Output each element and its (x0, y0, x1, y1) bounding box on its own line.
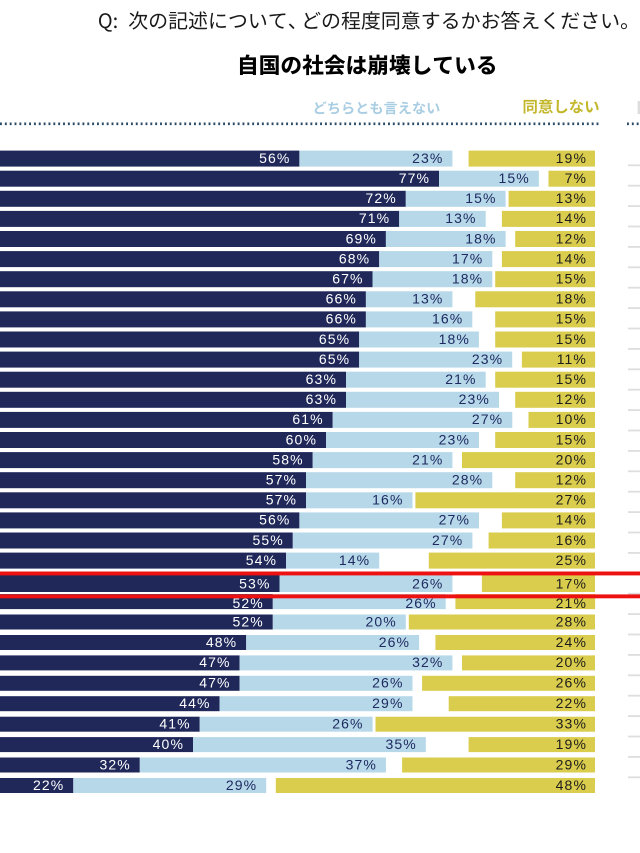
svg-text:27%: 27% (439, 512, 470, 528)
svg-text:28%: 28% (452, 472, 483, 488)
svg-text:13%: 13% (445, 210, 476, 226)
svg-text:61%: 61% (292, 411, 323, 427)
svg-text:53%: 53% (239, 575, 270, 591)
svg-text:26%: 26% (412, 575, 443, 591)
svg-text:14%: 14% (556, 512, 587, 528)
svg-text:18%: 18% (465, 230, 496, 246)
svg-text:25%: 25% (556, 552, 587, 568)
svg-text:28%: 28% (556, 613, 587, 629)
svg-text:21%: 21% (556, 595, 587, 611)
svg-text:66%: 66% (326, 291, 357, 307)
svg-text:12%: 12% (556, 230, 587, 246)
svg-text:18%: 18% (452, 271, 483, 287)
svg-text:26%: 26% (379, 634, 410, 650)
svg-text:63%: 63% (306, 371, 337, 387)
svg-text:32%: 32% (99, 756, 130, 772)
svg-text:37%: 37% (346, 756, 377, 772)
svg-text:72%: 72% (365, 190, 396, 206)
svg-text:47%: 47% (199, 654, 230, 670)
svg-text:20%: 20% (365, 613, 396, 629)
svg-text:15%: 15% (556, 311, 587, 327)
svg-text:19%: 19% (556, 736, 587, 752)
svg-text:15%: 15% (556, 271, 587, 287)
svg-text:21%: 21% (412, 451, 443, 467)
svg-text:47%: 47% (199, 675, 230, 691)
svg-text:48%: 48% (556, 777, 587, 793)
svg-text:22%: 22% (556, 695, 587, 711)
svg-text:14%: 14% (556, 250, 587, 266)
svg-text:29%: 29% (372, 695, 403, 711)
svg-text:65%: 65% (319, 351, 350, 367)
svg-text:15%: 15% (498, 170, 529, 186)
svg-text:26%: 26% (556, 675, 587, 691)
svg-text:56%: 56% (259, 512, 290, 528)
svg-text:12%: 12% (556, 391, 587, 407)
svg-text:15%: 15% (556, 431, 587, 447)
svg-text:13%: 13% (556, 190, 587, 206)
svg-text:16%: 16% (432, 311, 463, 327)
svg-text:69%: 69% (346, 230, 377, 246)
svg-text:65%: 65% (319, 331, 350, 347)
svg-text:7%: 7% (565, 170, 587, 186)
svg-text:20%: 20% (556, 654, 587, 670)
svg-text:26%: 26% (372, 675, 403, 691)
svg-text:54%: 54% (246, 552, 277, 568)
svg-text:26%: 26% (405, 595, 436, 611)
svg-text:11%: 11% (557, 351, 587, 367)
svg-text:21%: 21% (445, 371, 476, 387)
svg-text:57%: 57% (266, 472, 297, 488)
svg-text:29%: 29% (556, 756, 587, 772)
svg-text:16%: 16% (372, 492, 403, 508)
svg-text:71%: 71% (359, 210, 390, 226)
svg-text:52%: 52% (232, 613, 263, 629)
svg-text:16%: 16% (556, 532, 587, 548)
svg-text:26%: 26% (332, 716, 363, 732)
svg-text:15%: 15% (556, 331, 587, 347)
svg-text:23%: 23% (472, 351, 503, 367)
svg-text:40%: 40% (153, 736, 184, 752)
svg-text:10%: 10% (556, 411, 587, 427)
svg-text:57%: 57% (266, 492, 297, 508)
svg-text:14%: 14% (339, 552, 370, 568)
svg-text:15%: 15% (556, 371, 587, 387)
svg-text:29%: 29% (226, 777, 257, 793)
svg-text:17%: 17% (556, 575, 587, 591)
svg-text:68%: 68% (339, 250, 370, 266)
svg-text:13%: 13% (412, 291, 443, 307)
svg-text:52%: 52% (232, 595, 263, 611)
svg-text:20%: 20% (556, 451, 587, 467)
svg-text:41%: 41% (159, 716, 190, 732)
svg-text:60%: 60% (286, 431, 317, 447)
svg-text:33%: 33% (556, 716, 587, 732)
svg-text:55%: 55% (252, 532, 283, 548)
svg-text:63%: 63% (306, 391, 337, 407)
svg-text:19%: 19% (556, 150, 587, 166)
svg-text:18%: 18% (556, 291, 587, 307)
svg-text:48%: 48% (206, 634, 237, 650)
svg-text:77%: 77% (399, 170, 430, 186)
svg-text:67%: 67% (332, 271, 363, 287)
svg-text:58%: 58% (272, 451, 303, 467)
svg-text:27%: 27% (432, 532, 463, 548)
svg-text:27%: 27% (556, 492, 587, 508)
svg-text:24%: 24% (556, 634, 587, 650)
svg-text:32%: 32% (412, 654, 443, 670)
svg-text:35%: 35% (385, 736, 416, 752)
svg-text:66%: 66% (326, 311, 357, 327)
svg-text:23%: 23% (412, 150, 443, 166)
svg-text:22%: 22% (33, 777, 64, 793)
svg-text:12%: 12% (556, 472, 587, 488)
svg-text:27%: 27% (472, 411, 503, 427)
svg-text:18%: 18% (439, 331, 470, 347)
svg-text:23%: 23% (439, 431, 470, 447)
svg-text:15%: 15% (465, 190, 496, 206)
svg-text:44%: 44% (179, 695, 210, 711)
svg-text:17%: 17% (452, 250, 483, 266)
svg-text:56%: 56% (259, 150, 290, 166)
svg-text:14%: 14% (556, 210, 587, 226)
svg-text:23%: 23% (459, 391, 490, 407)
